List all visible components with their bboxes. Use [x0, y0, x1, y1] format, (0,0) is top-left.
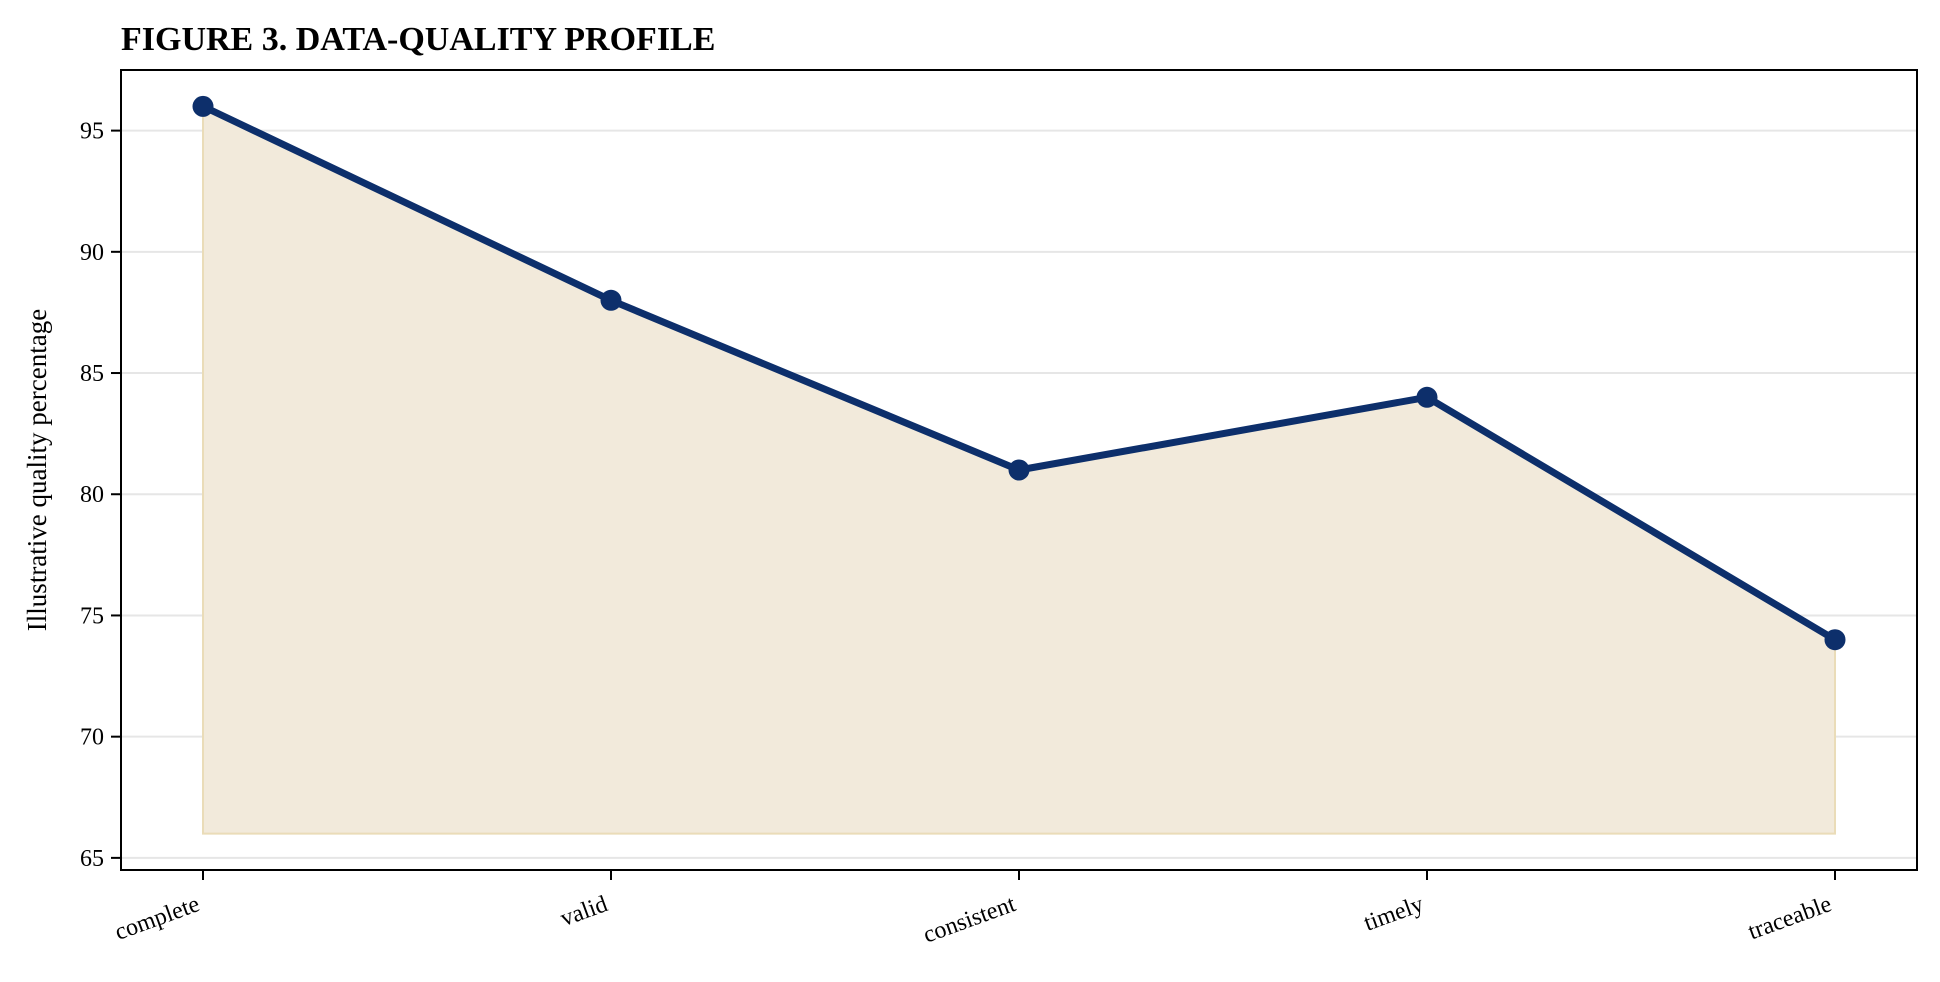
data-points: [192, 95, 1846, 651]
x-tick-label-timely: timely: [1361, 891, 1428, 936]
y-tick-label-95: 95: [80, 119, 104, 145]
y-tick-label-65: 65: [80, 846, 104, 872]
x-tick-label-valid: valid: [557, 891, 611, 932]
x-tick-label-consistent: consistent: [920, 891, 1019, 948]
data-point-consistent: [1008, 459, 1030, 481]
x-tick-label-traceable: traceable: [1745, 891, 1835, 945]
y-axis-ticks: 65 70 75 80 85 90 95: [80, 119, 121, 872]
y-tick-label-80: 80: [80, 482, 104, 508]
data-point-complete: [192, 95, 214, 117]
x-tick-label-complete: complete: [111, 891, 203, 946]
x-axis-ticks: complete valid consistent timely traceable: [111, 870, 1836, 948]
y-tick-label-70: 70: [80, 725, 104, 751]
chart-title: FIGURE 3. DATA-QUALITY PROFILE: [121, 21, 715, 58]
data-point-timely: [1416, 386, 1438, 408]
y-tick-label-85: 85: [80, 361, 104, 387]
y-tick-label-75: 75: [80, 603, 104, 629]
data-point-valid: [600, 289, 622, 311]
y-axis-label: Illustrative quality percentage: [22, 309, 52, 631]
y-tick-label-90: 90: [80, 240, 104, 266]
data-point-traceable: [1824, 629, 1846, 651]
